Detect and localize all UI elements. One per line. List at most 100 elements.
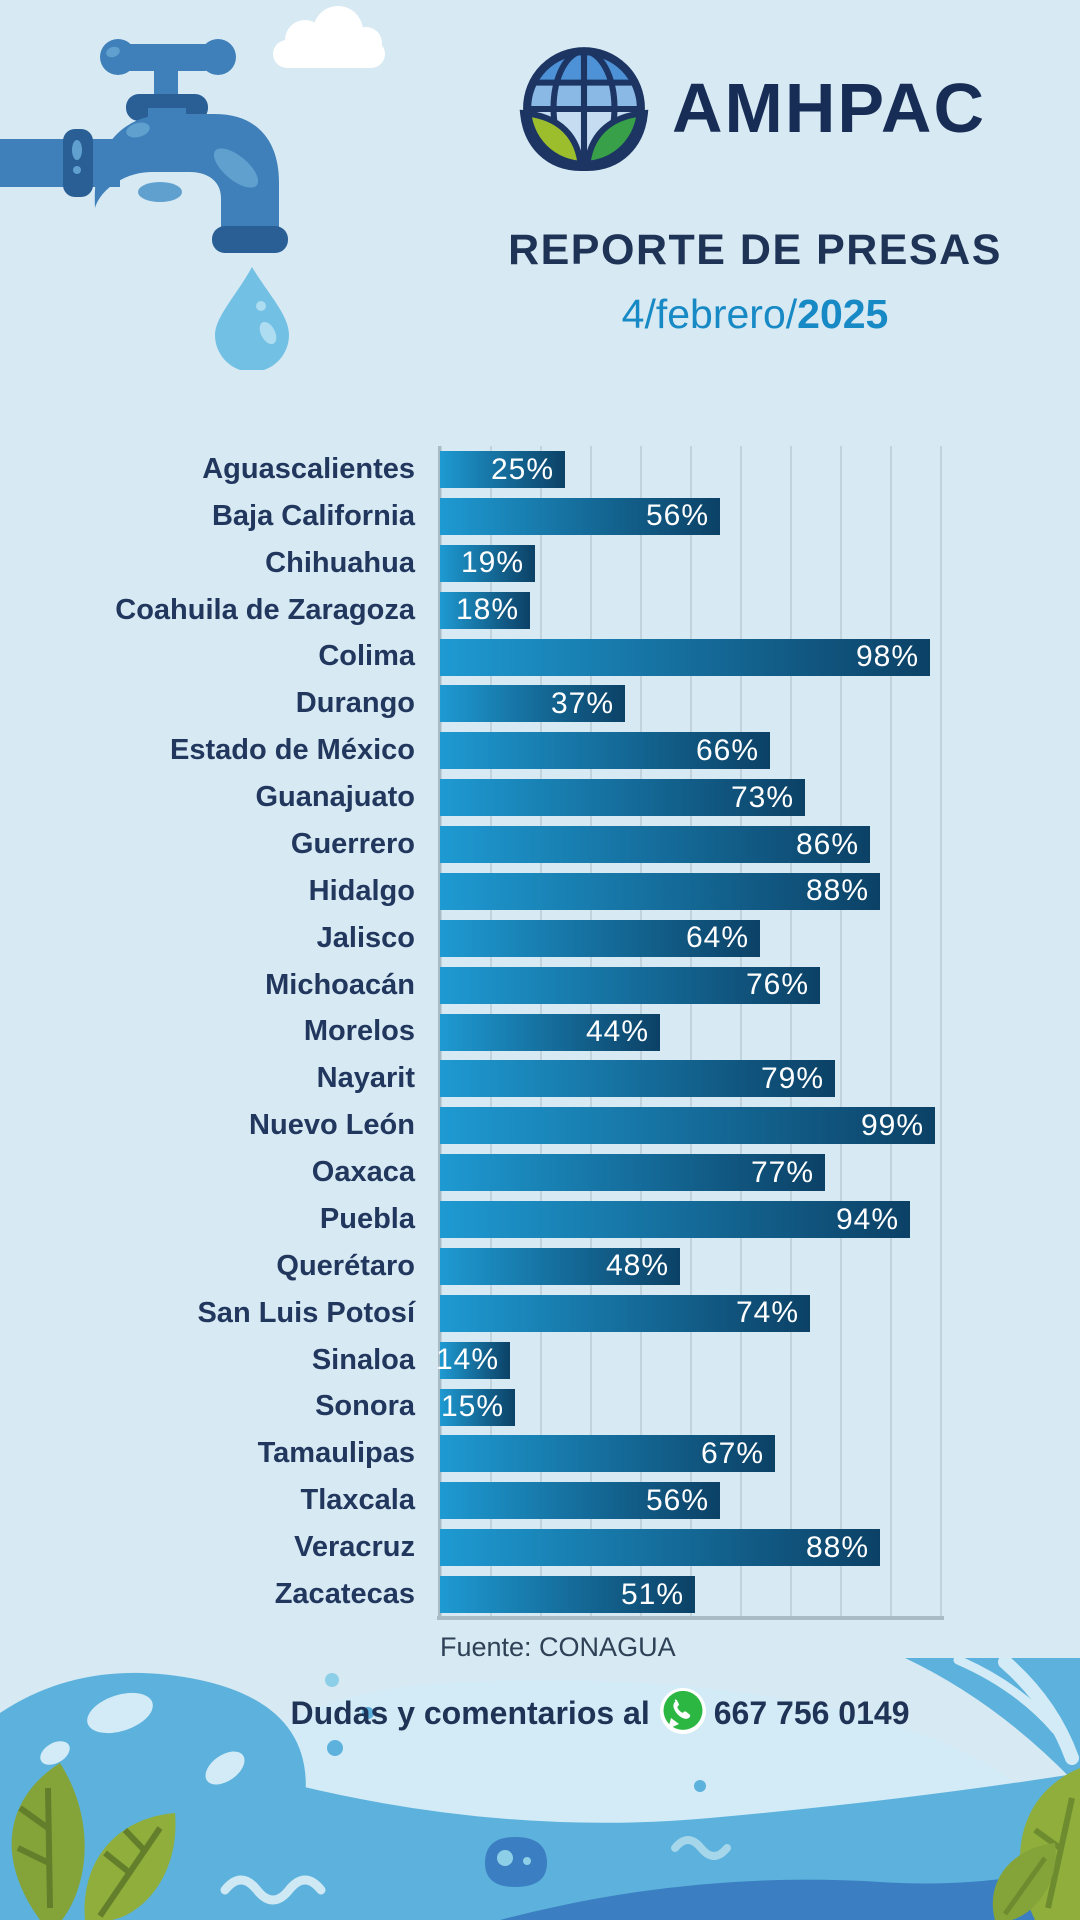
chart-row: Zacatecas 51% bbox=[0, 1571, 1080, 1618]
bar-track: 48% bbox=[440, 1243, 960, 1290]
chart-row: Aguascalientes 25% bbox=[0, 446, 1080, 493]
bar-track: 56% bbox=[440, 493, 960, 540]
bar: 66% bbox=[440, 732, 770, 770]
bar: 76% bbox=[440, 966, 820, 1004]
bar: 74% bbox=[440, 1294, 810, 1332]
bar-track: 15% bbox=[440, 1384, 960, 1431]
chart-row: Veracruz 88% bbox=[0, 1524, 1080, 1571]
bar-value: 19% bbox=[460, 546, 524, 580]
chart-row: Tamaulipas 67% bbox=[0, 1430, 1080, 1477]
chart-row: Guerrero 86% bbox=[0, 821, 1080, 868]
bar-value: 98% bbox=[855, 640, 919, 673]
bar-track: 19% bbox=[440, 540, 960, 587]
bar-value: 88% bbox=[805, 874, 869, 908]
state-label: Aguascalientes bbox=[202, 452, 415, 485]
bar-value: 44% bbox=[585, 1015, 649, 1048]
brand-name: AMHPAC bbox=[672, 69, 987, 147]
state-label: Sonora bbox=[315, 1390, 415, 1423]
bar: 98% bbox=[440, 638, 930, 676]
contact-text: Dudas y comentarios al bbox=[290, 1695, 650, 1731]
state-label: San Luis Potosí bbox=[197, 1296, 415, 1329]
bar-track: 88% bbox=[440, 868, 960, 915]
chart-row: Durango 37% bbox=[0, 680, 1080, 727]
chart-row: Colima 98% bbox=[0, 634, 1080, 681]
bar: 77% bbox=[440, 1154, 825, 1192]
bar: 67% bbox=[440, 1435, 775, 1473]
bar: 64% bbox=[440, 919, 760, 957]
state-label: Querétaro bbox=[276, 1249, 415, 1282]
bar-value: 51% bbox=[620, 1577, 684, 1611]
contact-phone: 667 756 0149 bbox=[713, 1695, 910, 1731]
bar-value: 37% bbox=[550, 686, 614, 720]
state-label: Zacatecas bbox=[274, 1577, 415, 1610]
state-label: Estado de México bbox=[170, 734, 415, 767]
state-label: Colima bbox=[318, 640, 415, 673]
state-label: Guanajuato bbox=[255, 781, 415, 814]
bar: 14% bbox=[436, 1341, 510, 1379]
state-label: Baja California bbox=[211, 499, 415, 532]
bar-track: 76% bbox=[440, 962, 960, 1009]
bar-track: 98% bbox=[440, 634, 960, 681]
bar: 51% bbox=[440, 1576, 695, 1613]
bar: 88% bbox=[440, 872, 880, 910]
bar-track: 51% bbox=[440, 1571, 960, 1618]
contact-line: Dudas y comentarios al 667 756 0149 bbox=[120, 1688, 1080, 1742]
state-label: Tlaxcala bbox=[300, 1484, 415, 1517]
page-title: REPORTE DE PRESAS bbox=[508, 226, 1002, 274]
chart-row: Chihuahua 19% bbox=[0, 540, 1080, 587]
bar: 19% bbox=[440, 544, 535, 582]
chart-source: Fuente: CONAGUA bbox=[440, 1632, 676, 1662]
bar-value: 88% bbox=[805, 1530, 869, 1564]
bar-track: 77% bbox=[440, 1149, 960, 1196]
bar: 86% bbox=[440, 826, 870, 863]
bar: 99% bbox=[440, 1107, 935, 1145]
state-label: Nuevo León bbox=[249, 1109, 415, 1142]
chart-row: Coahuila de Zaragoza 18% bbox=[0, 587, 1080, 634]
chart-row: Hidalgo 88% bbox=[0, 868, 1080, 915]
state-label: Coahuila de Zaragoza bbox=[115, 593, 415, 626]
bar-value: 64% bbox=[685, 921, 749, 955]
bar-value: 79% bbox=[760, 1061, 824, 1095]
chart-row: San Luis Potosí 74% bbox=[0, 1290, 1080, 1337]
brand-header: AMHPAC bbox=[518, 42, 986, 174]
bar: 25% bbox=[440, 451, 565, 488]
chart-y-axis bbox=[438, 446, 441, 1620]
chart-row: Guanajuato 73% bbox=[0, 774, 1080, 821]
bar: 73% bbox=[440, 779, 805, 817]
report-date-prefix: 4/febrero/ bbox=[621, 291, 798, 337]
chart-row: Tlaxcala 56% bbox=[0, 1477, 1080, 1524]
bar-value: 99% bbox=[860, 1108, 924, 1142]
state-label: Morelos bbox=[303, 1015, 415, 1048]
bar-value: 86% bbox=[795, 827, 859, 861]
leaf-decoration-right bbox=[992, 1768, 1080, 1920]
bar-value: 15% bbox=[440, 1390, 504, 1423]
bar-track: 67% bbox=[440, 1430, 960, 1477]
bar-value: 94% bbox=[835, 1202, 899, 1236]
bar-value: 56% bbox=[645, 1483, 709, 1517]
state-label: Durango bbox=[295, 687, 415, 720]
bar-track: 99% bbox=[440, 1102, 960, 1149]
state-label: Michoacán bbox=[265, 968, 415, 1001]
bar-track: 25% bbox=[440, 446, 960, 493]
bar: 88% bbox=[440, 1529, 880, 1567]
state-label: Veracruz bbox=[294, 1531, 415, 1564]
bar-track: 14% bbox=[436, 1337, 960, 1384]
cloud-icon bbox=[273, 6, 385, 68]
bar: 15% bbox=[440, 1388, 515, 1426]
bar-value: 18% bbox=[455, 593, 519, 627]
report-date-year: 2025 bbox=[797, 291, 889, 337]
bar-value: 74% bbox=[735, 1296, 799, 1330]
bar-track: 18% bbox=[440, 587, 960, 634]
bar-value: 14% bbox=[435, 1343, 499, 1377]
bar-value: 56% bbox=[645, 499, 709, 533]
bar-track: 66% bbox=[440, 727, 960, 774]
bar-value: 48% bbox=[605, 1249, 669, 1283]
state-label: Chihuahua bbox=[265, 546, 415, 579]
bar: 56% bbox=[440, 1482, 720, 1520]
state-label: Hidalgo bbox=[308, 874, 415, 907]
state-label: Oaxaca bbox=[311, 1156, 415, 1189]
bar: 56% bbox=[440, 497, 720, 535]
bar-chart: Aguascalientes 25% Baja California 56% Chihu… bbox=[0, 446, 1080, 1618]
chart-row: Nuevo León 99% bbox=[0, 1102, 1080, 1149]
